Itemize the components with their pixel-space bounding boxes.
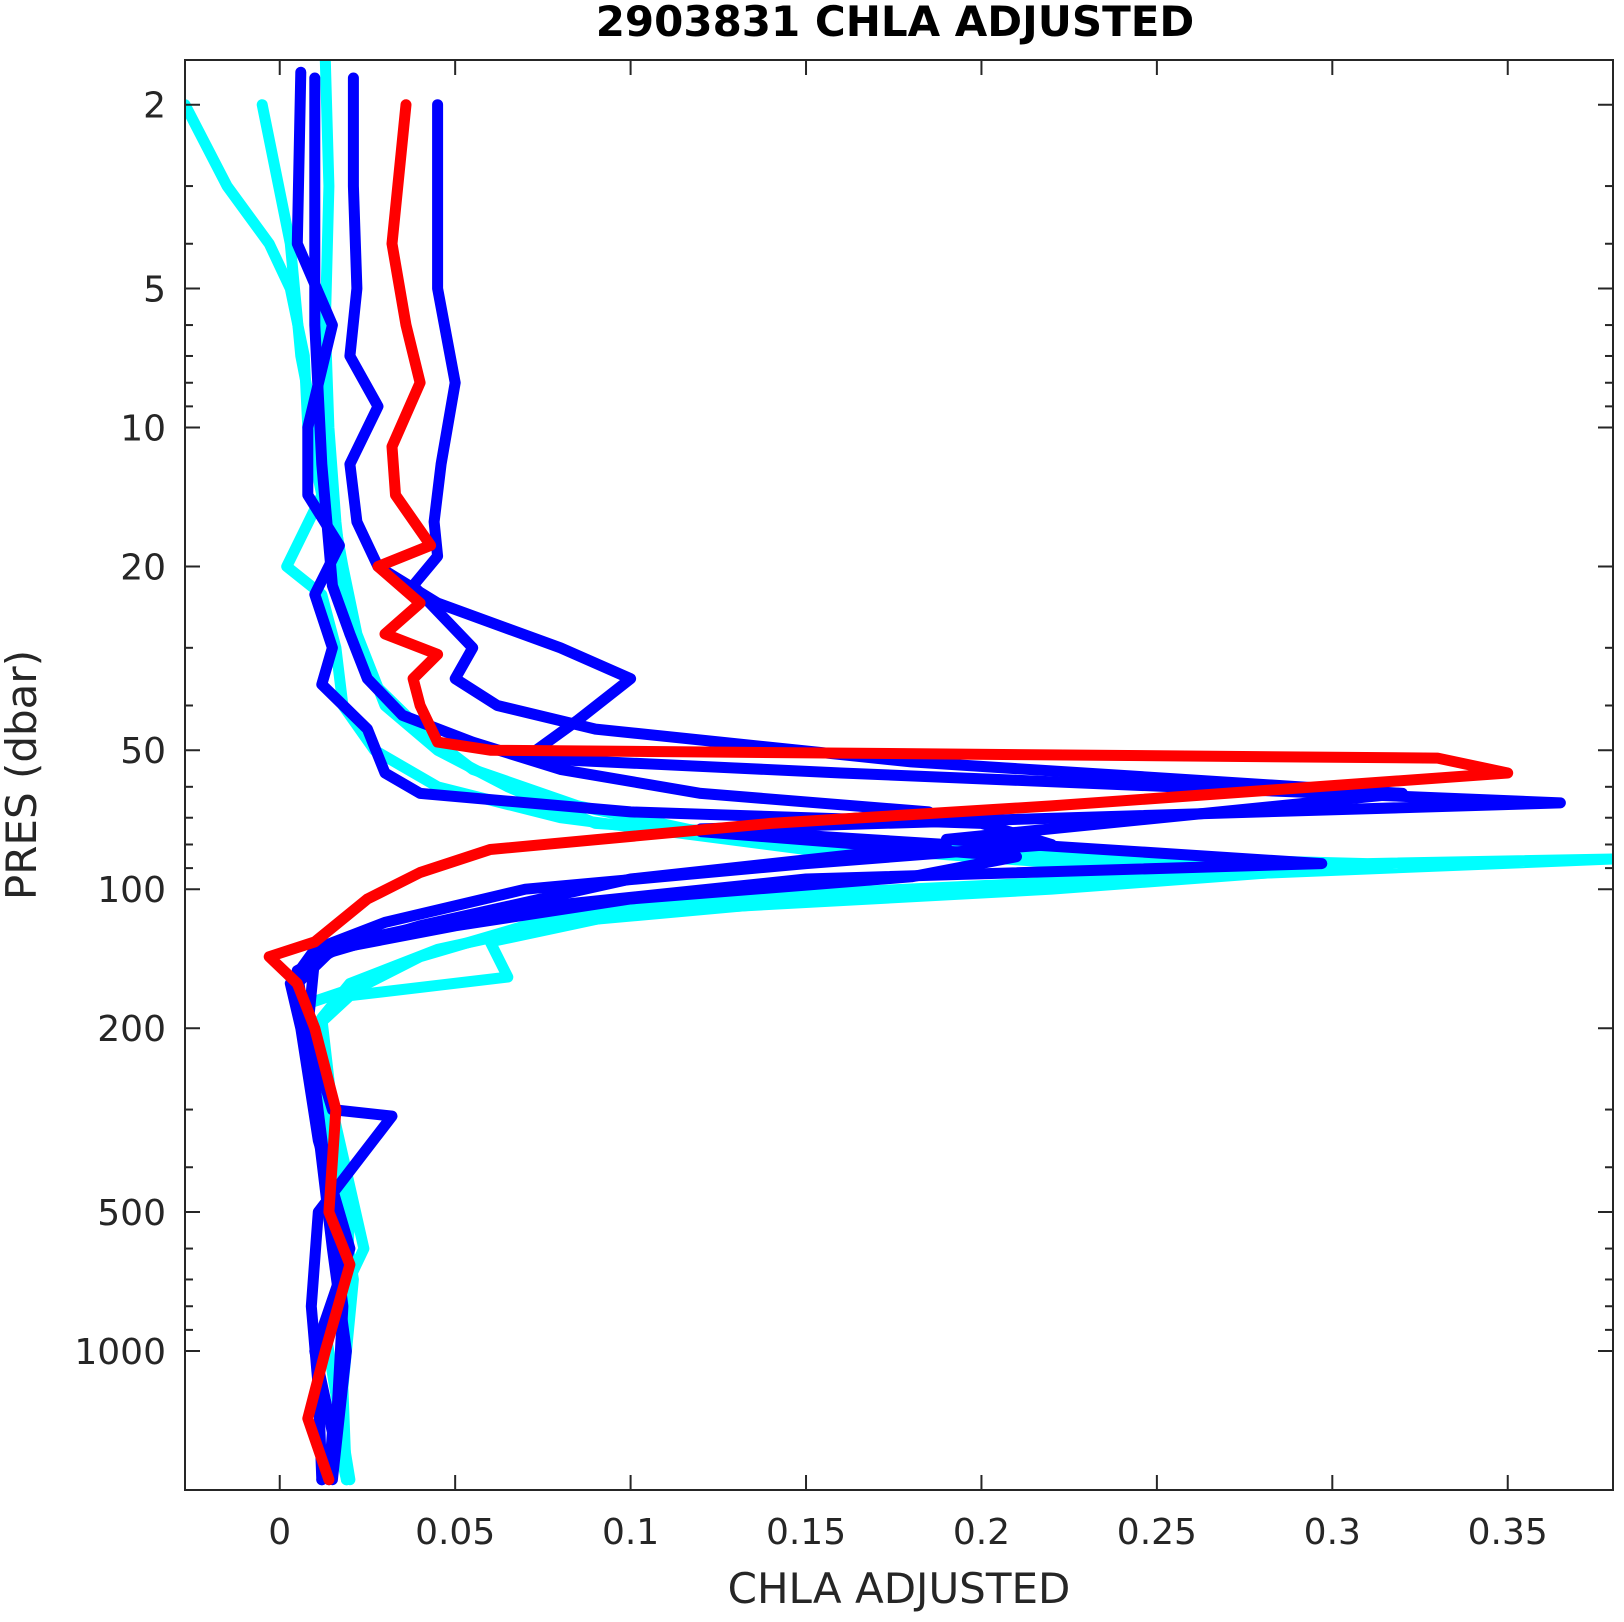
x-tick-label: 0.2 — [953, 1512, 1010, 1553]
x-axis-label: CHLA ADJUSTED — [728, 1564, 1071, 1613]
y-tick-label: 10 — [120, 408, 166, 449]
y-tick-labels: 2 5 10 20 50 100 200 500 1000 — [74, 86, 166, 1373]
y-tick-label: 50 — [120, 731, 166, 772]
chart-title: 2903831 CHLA ADJUSTED — [596, 0, 1195, 46]
y-axis-label: PRES (dbar) — [0, 650, 46, 900]
x-tick-label: 0.1 — [602, 1512, 659, 1553]
x-tick-label: 0.3 — [1304, 1512, 1361, 1553]
series-layer — [185, 60, 1613, 1486]
y-tick-label: 1000 — [74, 1332, 166, 1373]
y-tick-label: 100 — [97, 870, 166, 911]
x-tick-label: 0.15 — [766, 1512, 846, 1553]
plot-frame — [184, 59, 1614, 1491]
x-tick-label: 0 — [268, 1512, 291, 1553]
x-tick-labels: 0 0.05 0.1 0.15 0.2 0.25 0.3 0.35 — [268, 1512, 1548, 1553]
x-tick-label: 0.25 — [1117, 1512, 1197, 1553]
y-tick-label: 20 — [120, 547, 166, 588]
x-tick-label: 0.35 — [1468, 1512, 1548, 1553]
y-tick-label: 500 — [97, 1193, 166, 1234]
y-tick-label: 2 — [143, 86, 166, 127]
series-line-8 — [263, 99, 1514, 1486]
y-tick-label: 5 — [143, 269, 166, 310]
x-tick-label: 0.05 — [415, 1512, 495, 1553]
y-tick-label: 200 — [97, 1009, 166, 1050]
ticks-layer — [185, 60, 1613, 1491]
